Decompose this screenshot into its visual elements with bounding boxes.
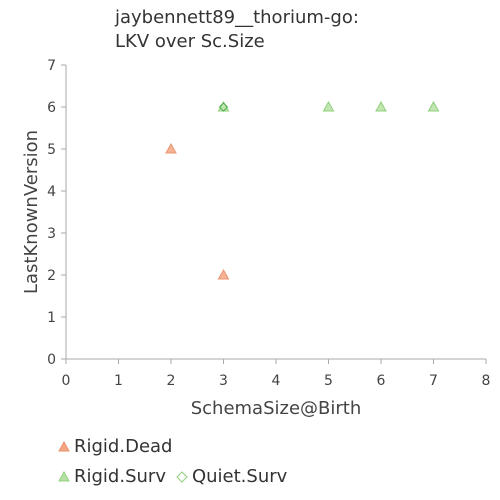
x-tick-label: 3 xyxy=(219,373,228,389)
x-axis-label: SchemaSize@Birth xyxy=(191,398,362,419)
y-tick-label: 2 xyxy=(47,268,56,284)
chart-title: jaybennett89__thorium-go: LKV over Sc.Si… xyxy=(115,6,359,54)
data-point-rigid-surv xyxy=(427,100,440,112)
ticks: 0 1 2 3 4 5 6 7 8 0 1 2 3 4 5 6 7 xyxy=(47,58,490,389)
y-tick-label: 3 xyxy=(47,226,56,242)
x-tick-label: 4 xyxy=(272,373,281,389)
axes xyxy=(65,65,486,360)
data-point-rigid-dead xyxy=(165,142,177,154)
legend-label-rigid-dead: Rigid.Dead xyxy=(74,436,173,457)
legend-item-rigid-surv: Rigid.Surv Quiet.Surv xyxy=(58,466,287,487)
x-tick-label: 0 xyxy=(62,373,71,389)
legend-label-quiet-surv: Quiet.Surv xyxy=(191,466,288,487)
diamond-icon xyxy=(176,470,188,483)
y-tick-label: 4 xyxy=(47,184,56,200)
data-point-quiet-surv xyxy=(218,102,229,112)
chart-title-line2: LKV over Sc.Size xyxy=(115,31,265,52)
data-point-rigid-surv xyxy=(375,100,387,112)
y-tick-label: 7 xyxy=(47,58,56,74)
triangle-icon xyxy=(58,470,70,481)
legend-label-rigid-surv: Rigid.Surv xyxy=(74,466,166,487)
y-tick-label: 6 xyxy=(47,100,56,116)
y-tick-label: 5 xyxy=(47,142,56,158)
x-tick-label: 7 xyxy=(429,373,438,389)
data-point-rigid-dead xyxy=(217,268,230,280)
x-tick-label: 8 xyxy=(482,373,491,389)
legend-item-rigid-dead: Rigid.Dead xyxy=(58,436,172,457)
x-tick-label: 1 xyxy=(114,373,123,389)
x-tick-label: 6 xyxy=(377,373,386,389)
data-point-rigid-surv xyxy=(322,100,335,112)
x-tick-label: 2 xyxy=(167,373,176,389)
y-tick-label: 0 xyxy=(47,352,56,368)
data-points xyxy=(165,100,440,280)
x-tick-label: 5 xyxy=(324,373,333,389)
chart-title-line1: jaybennett89__thorium-go: xyxy=(115,7,359,28)
y-tick-label: 1 xyxy=(47,310,56,326)
triangle-icon xyxy=(58,440,70,451)
y-axis-label: LastKnownVersion xyxy=(21,130,42,294)
